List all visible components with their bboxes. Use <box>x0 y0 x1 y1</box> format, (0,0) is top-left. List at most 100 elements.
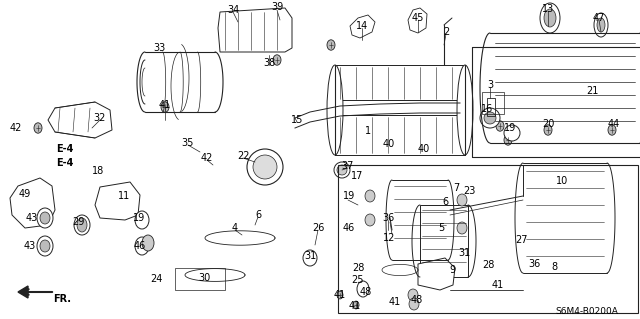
Ellipse shape <box>37 208 53 228</box>
Text: 35: 35 <box>182 138 194 148</box>
Text: 13: 13 <box>542 4 554 14</box>
Text: 37: 37 <box>342 161 354 171</box>
Text: 18: 18 <box>92 166 104 176</box>
Text: 46: 46 <box>134 241 146 251</box>
Ellipse shape <box>594 13 608 37</box>
Ellipse shape <box>365 214 375 226</box>
Text: 28: 28 <box>352 263 364 273</box>
Text: 23: 23 <box>463 186 475 196</box>
Ellipse shape <box>504 135 512 145</box>
Ellipse shape <box>540 3 560 33</box>
Text: 15: 15 <box>291 115 303 125</box>
Ellipse shape <box>365 190 375 202</box>
Text: FR.: FR. <box>53 294 71 304</box>
Ellipse shape <box>408 289 418 301</box>
Ellipse shape <box>273 55 281 65</box>
Text: 22: 22 <box>237 151 249 161</box>
Text: 49: 49 <box>19 189 31 199</box>
Text: 11: 11 <box>118 191 130 201</box>
Text: 1: 1 <box>365 126 371 136</box>
Text: 19: 19 <box>504 123 516 133</box>
Text: 47: 47 <box>593 13 605 23</box>
Text: S6M4-B0200A: S6M4-B0200A <box>556 307 618 315</box>
Text: 30: 30 <box>198 273 210 283</box>
Ellipse shape <box>337 291 343 299</box>
Bar <box>482 92 504 114</box>
Text: 10: 10 <box>556 176 568 186</box>
Ellipse shape <box>504 125 520 141</box>
Text: 41: 41 <box>334 290 346 300</box>
Text: 27: 27 <box>516 235 528 245</box>
Text: 19: 19 <box>343 191 355 201</box>
Text: 5: 5 <box>438 223 444 233</box>
Text: 48: 48 <box>360 287 372 297</box>
Text: 4: 4 <box>232 223 238 233</box>
Ellipse shape <box>135 237 149 255</box>
Text: 43: 43 <box>24 241 36 251</box>
Text: 20: 20 <box>542 119 554 129</box>
Text: 3: 3 <box>487 80 493 90</box>
Ellipse shape <box>40 212 50 224</box>
Text: 42: 42 <box>201 153 213 163</box>
Text: 8: 8 <box>551 262 557 272</box>
Text: 16: 16 <box>481 104 493 114</box>
Polygon shape <box>335 115 465 155</box>
Text: 40: 40 <box>418 144 430 154</box>
Text: 41: 41 <box>159 100 171 110</box>
Ellipse shape <box>327 65 343 155</box>
Polygon shape <box>95 182 140 220</box>
Text: 25: 25 <box>351 275 364 285</box>
Polygon shape <box>18 286 28 298</box>
Ellipse shape <box>544 125 552 135</box>
Bar <box>175 268 225 290</box>
Text: E-4: E-4 <box>56 158 74 168</box>
Text: 9: 9 <box>449 265 455 275</box>
Ellipse shape <box>303 250 317 266</box>
Ellipse shape <box>457 194 467 206</box>
Polygon shape <box>335 65 465 100</box>
Text: 7: 7 <box>453 183 459 193</box>
Text: 14: 14 <box>356 21 368 31</box>
Polygon shape <box>418 258 455 290</box>
Bar <box>487 98 495 116</box>
Text: 19: 19 <box>133 213 145 223</box>
Ellipse shape <box>484 112 496 124</box>
Ellipse shape <box>608 125 616 135</box>
Polygon shape <box>10 178 55 228</box>
Ellipse shape <box>496 121 504 131</box>
Text: 40: 40 <box>383 139 395 149</box>
Text: 12: 12 <box>383 233 395 243</box>
Polygon shape <box>350 15 375 38</box>
Text: 17: 17 <box>351 171 363 181</box>
Text: 41: 41 <box>349 301 361 311</box>
Ellipse shape <box>142 235 154 251</box>
Ellipse shape <box>74 215 90 235</box>
Text: 21: 21 <box>586 86 598 96</box>
Ellipse shape <box>247 149 283 185</box>
Text: 33: 33 <box>153 43 165 53</box>
Text: 32: 32 <box>94 113 106 123</box>
Text: 41: 41 <box>492 280 504 290</box>
Text: 44: 44 <box>608 119 620 129</box>
Text: 36: 36 <box>528 259 540 269</box>
Bar <box>338 165 638 313</box>
Polygon shape <box>218 8 292 52</box>
Text: 43: 43 <box>26 213 38 223</box>
Ellipse shape <box>544 9 556 27</box>
Bar <box>420 205 468 277</box>
Text: 41: 41 <box>389 297 401 307</box>
Ellipse shape <box>135 211 149 229</box>
Text: 26: 26 <box>312 223 324 233</box>
Ellipse shape <box>409 298 419 310</box>
Text: 31: 31 <box>458 248 470 258</box>
Text: 34: 34 <box>227 5 239 15</box>
Ellipse shape <box>40 240 50 252</box>
Text: 46: 46 <box>343 223 355 233</box>
Text: 29: 29 <box>72 217 84 227</box>
Text: 48: 48 <box>411 295 423 305</box>
Text: 45: 45 <box>412 13 424 23</box>
Text: 42: 42 <box>10 123 22 133</box>
Ellipse shape <box>480 108 500 128</box>
Text: 28: 28 <box>482 260 494 270</box>
Text: 24: 24 <box>150 274 162 284</box>
